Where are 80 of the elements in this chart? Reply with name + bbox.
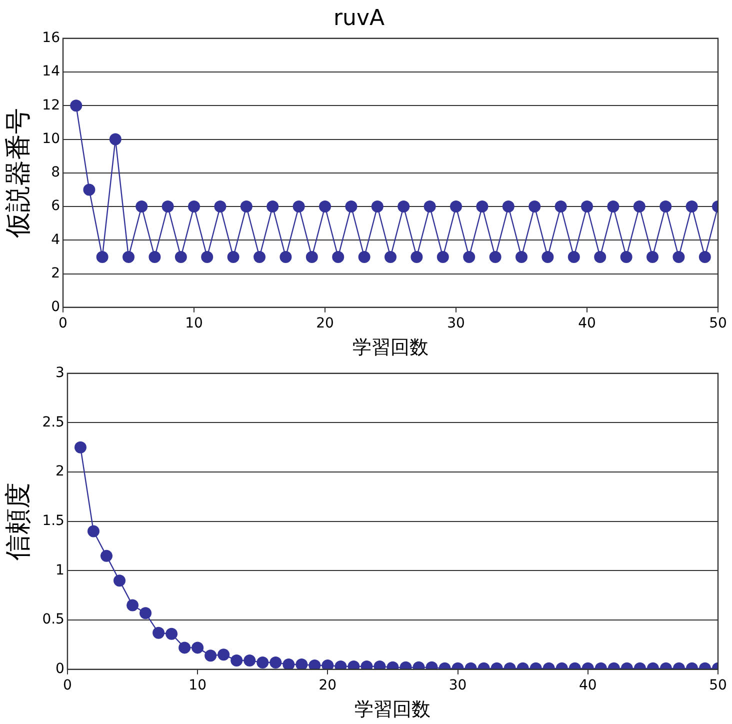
point — [96, 250, 108, 263]
point — [581, 200, 594, 213]
point — [489, 250, 502, 263]
y-tick-label: 0 — [56, 661, 64, 678]
x-tick-label: 50 — [709, 677, 727, 694]
y-tick-label: 6 — [51, 198, 60, 214]
point — [319, 200, 332, 213]
chart-title: ruvA — [333, 6, 385, 31]
x-tick-label: 50 — [709, 315, 727, 332]
y-tick-label: 2.5 — [42, 414, 64, 430]
point — [686, 200, 698, 213]
point — [371, 200, 384, 213]
point — [450, 200, 462, 213]
point — [594, 250, 606, 263]
point — [660, 200, 672, 213]
y-tick-label: 2 — [56, 464, 64, 480]
point — [476, 200, 488, 213]
y-tick-label: 4 — [51, 232, 60, 248]
point — [345, 200, 358, 213]
point — [188, 200, 200, 213]
point — [83, 184, 96, 196]
point — [398, 200, 410, 213]
x-tick-label: 40 — [578, 677, 597, 694]
point — [568, 250, 580, 263]
point — [280, 250, 292, 263]
x-tick-label: 20 — [318, 677, 337, 694]
point — [214, 200, 226, 213]
y-tick-label: 1 — [56, 562, 64, 578]
point — [332, 250, 344, 263]
y-tick-label: 1.5 — [42, 513, 64, 530]
point — [463, 250, 476, 263]
y-tick-label: 12 — [42, 97, 60, 114]
point — [528, 200, 541, 213]
point — [424, 200, 436, 213]
point — [672, 250, 685, 263]
x-axis-title: 学習回数 — [354, 698, 431, 721]
point — [109, 133, 122, 146]
point — [502, 200, 514, 213]
y-tick-label: 10 — [42, 130, 60, 147]
point — [410, 250, 423, 263]
point — [240, 200, 252, 213]
point — [516, 250, 528, 263]
point — [698, 250, 711, 263]
point — [292, 200, 305, 213]
y-tick-label: 2 — [51, 265, 60, 282]
y-tick-label: 0 — [51, 299, 60, 316]
x-tick-label: 30 — [448, 677, 467, 694]
point — [384, 250, 397, 263]
point — [70, 100, 82, 112]
point — [201, 250, 214, 263]
point — [542, 250, 554, 263]
y-tick-label: 0.5 — [42, 612, 64, 628]
point — [227, 250, 240, 263]
y-tick-label: 16 — [42, 30, 60, 46]
point — [436, 250, 449, 263]
point — [162, 200, 174, 213]
y-tick-label: 8 — [51, 164, 60, 181]
point — [148, 250, 161, 263]
y-axis-title: 仮説器番号 — [3, 108, 34, 239]
point — [620, 250, 632, 263]
y-tick-label: 3 — [56, 365, 64, 382]
point — [633, 200, 646, 213]
y-axis-title: 信頼度 — [3, 482, 34, 560]
point — [358, 250, 370, 263]
x-tick-label: 10 — [185, 315, 203, 332]
point — [174, 250, 187, 263]
x-tick-label: 40 — [578, 315, 596, 332]
y-tick-label: 14 — [42, 64, 60, 80]
point — [254, 250, 266, 263]
point — [122, 250, 135, 263]
x-tick-label: 20 — [316, 315, 334, 332]
x-tick-label: 30 — [447, 315, 465, 332]
point — [646, 250, 658, 263]
x-tick-label: 10 — [188, 677, 206, 694]
point — [607, 200, 620, 213]
x-axis-title: 学習回数 — [352, 336, 429, 359]
point — [136, 200, 148, 213]
point — [306, 250, 318, 263]
point — [266, 200, 279, 213]
point — [554, 200, 567, 213]
